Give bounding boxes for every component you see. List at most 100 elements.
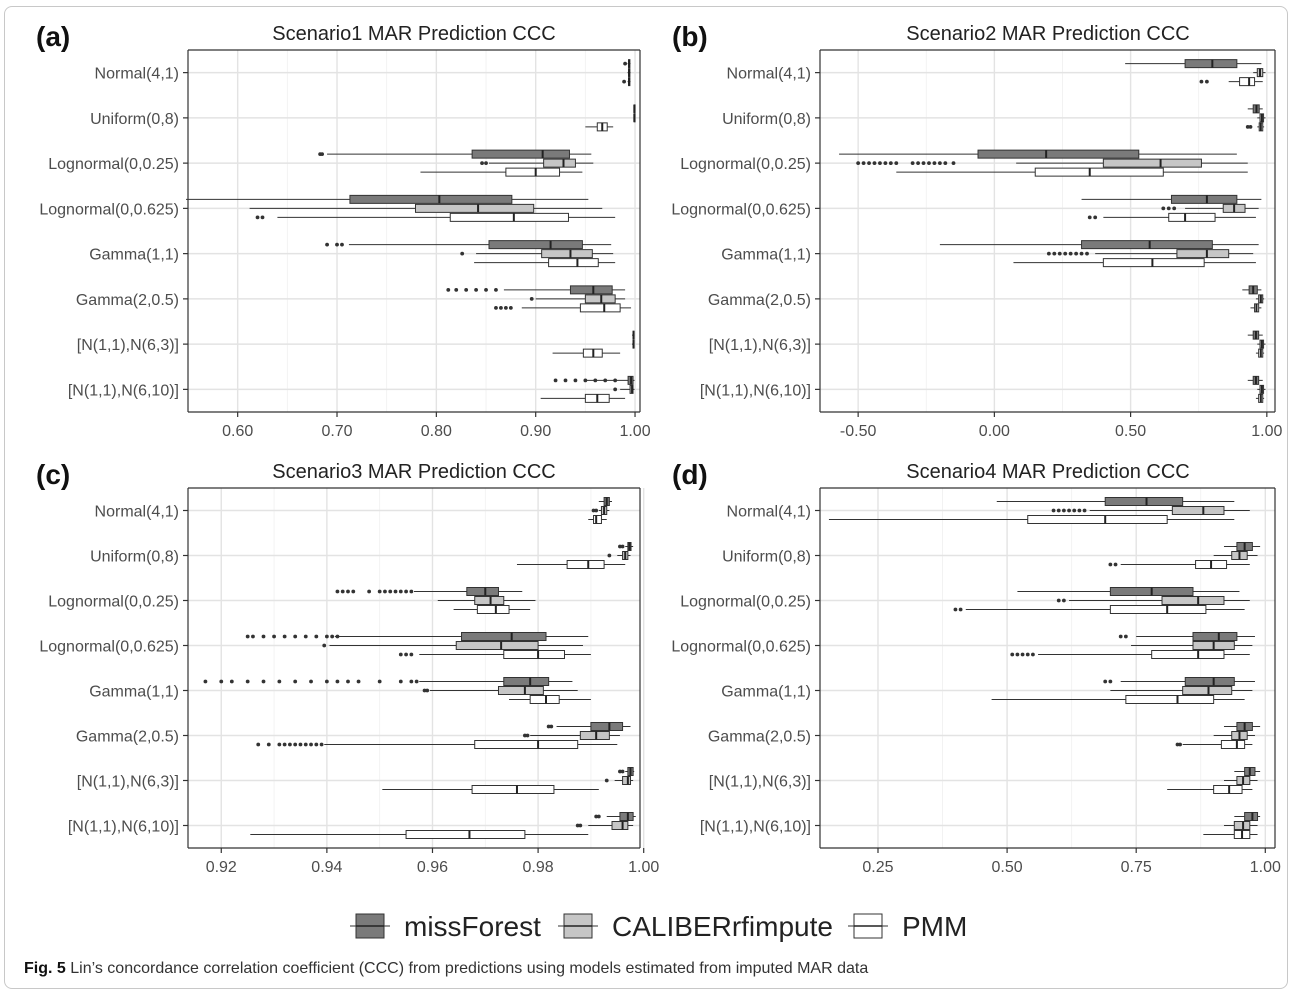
outlier-point [314,634,319,639]
box-missForest-7 [632,330,635,340]
outlier-point [1166,206,1171,211]
box-PMM-3 [420,167,583,177]
box-CALIBERrfimpute-1 [1253,68,1266,78]
legend: missForest CALIBERrfimpute PMM [350,911,967,942]
outlier-point [1067,508,1071,513]
box-missForest-8 [1234,812,1261,821]
figure-caption: Fig. 5 Lin’s concordance correlation coe… [24,960,868,978]
y-tick-label: [N(1,1),N(6,3)] [709,774,811,791]
outlier-point [309,679,313,684]
x-tick-label: 1.00 [619,423,650,440]
outlier-point [340,589,345,594]
outlier-point [583,378,588,383]
box-CALIBERrfimpute-2 [1213,551,1258,560]
outlier-point [861,161,866,166]
outlier-point [499,305,503,310]
box-missForest-1 [996,497,1235,506]
box-missForest-5 [325,240,612,250]
outlier-point [351,589,356,594]
box-CALIBERrfimpute-1 [1051,506,1250,515]
outlier-point [261,679,266,684]
outlier-point [888,161,893,166]
box-iqr [1168,212,1216,222]
outlier-point [393,589,398,594]
box-iqr [466,587,499,596]
box-CALIBERrfimpute-2 [633,113,636,123]
box-iqr [461,632,547,641]
box-CALIBERrfimpute-1 [591,506,610,515]
outlier-point [1079,251,1084,256]
box-CALIBERrfimpute-6 [522,731,620,740]
outlier-point [1082,508,1087,513]
box-missForest-5 [939,240,1259,250]
outlier-point [1056,508,1061,513]
y-tick-label: [N(1,1),N(6,10)] [68,382,179,399]
box-missForest-8 [594,812,636,821]
outlier-point [398,652,403,657]
outlier-point [388,589,393,594]
outlier-point [293,634,298,639]
outlier-point [1113,562,1118,567]
outlier-point [1031,652,1035,657]
outlier-point [575,823,580,828]
panel-tag: (a) [36,21,70,52]
box-PMM-6 [1175,740,1253,749]
outlier-point [951,161,956,166]
box-missForest-7 [1234,767,1261,776]
outlier-point [1093,215,1098,220]
outlier-point [1077,508,1082,513]
box-iqr [1213,785,1243,794]
outlier-point [480,161,484,166]
outlier-point [1161,206,1166,211]
outlier-point [203,679,208,684]
outlier-point [943,161,948,166]
box-iqr [1171,506,1225,515]
y-tick-label: [N(1,1),N(6,10)] [700,382,811,399]
box-iqr [622,776,631,785]
outlier-point [303,634,308,639]
box-CALIBERrfimpute-8 [575,821,634,830]
box-iqr [455,641,539,650]
box-PMM-8 [1255,393,1265,403]
outlier-point [573,378,578,383]
box-PMM-4 [398,650,591,659]
box-CALIBERrfimpute-7 [1257,339,1266,349]
box-iqr [1161,596,1225,605]
outlier-point [596,814,601,819]
box-iqr [590,722,624,731]
outlier-point [856,161,861,166]
y-tick-label: Gamma(1,1) [89,247,179,264]
box-CALIBERrfimpute-5 [1046,249,1254,259]
box-PMM-1 [1199,77,1263,87]
outlier-point [251,634,255,639]
outlier-point [1178,742,1182,747]
outlier-point [245,679,250,684]
panel-2: -0.50 0.00 0.50 1.00 Normal(4,1) Uniform(0,8)… [671,21,1282,440]
box-missForest-2 [618,542,634,551]
panel-title: Scenario2 MAR Prediction CCC [906,23,1189,45]
outlier-point [383,589,387,594]
box-PMM-7 [1167,785,1253,794]
outlier-point [623,61,627,66]
box-missForest-4 [1118,632,1255,641]
box-missForest-4 [245,632,589,641]
y-tick-label: Gamma(1,1) [89,684,179,701]
legend-item-3: PMM [848,911,967,942]
y-tick-label: Lognormal(0,0.625) [39,201,179,218]
box-iqr [474,740,579,749]
outlier-point [282,742,287,747]
box-missForest-8 [553,375,635,385]
x-tick-label: 0.94 [311,859,342,876]
outlier-point [1056,598,1061,603]
y-tick-label: Normal(4,1) [95,504,179,521]
outlier-point [260,215,265,220]
box-iqr [497,686,544,695]
outlier-point [872,161,877,166]
box-iqr [474,596,505,605]
outlier-point [618,769,622,774]
outlier-point [620,544,625,549]
box-iqr [1125,695,1215,704]
outlier-point [409,652,414,657]
box-PMM-8 [540,393,626,403]
box-missForest-3 [839,149,1237,159]
